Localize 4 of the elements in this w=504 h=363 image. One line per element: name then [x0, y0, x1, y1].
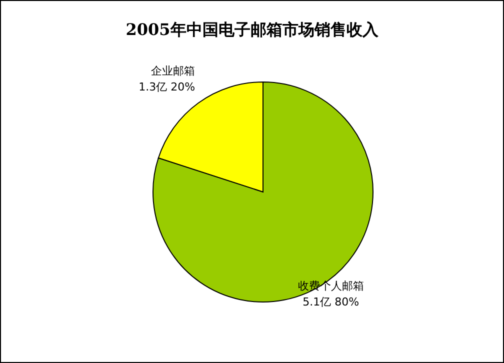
data-label: 1.3亿 20%: [138, 80, 196, 94]
data-label: 5.1亿 80%: [302, 295, 360, 308]
slice-label: 企业邮箱: [151, 64, 196, 78]
chart-title: 2005年中国电子邮箱市场销售收入: [126, 20, 380, 39]
